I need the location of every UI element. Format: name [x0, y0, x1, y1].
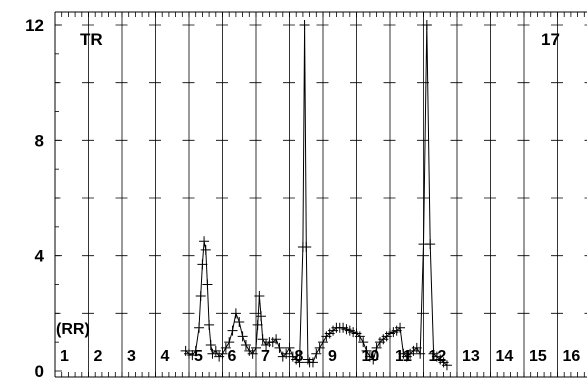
column-label: 12 — [429, 348, 447, 365]
data-point — [247, 348, 258, 359]
data-point — [254, 291, 265, 302]
data-point — [281, 348, 292, 359]
data-point — [299, 20, 310, 30]
data-point — [256, 311, 267, 322]
horizontal-gridlines — [55, 24, 587, 314]
column-label: 14 — [496, 348, 514, 365]
data-point — [204, 319, 215, 330]
plot-frame — [54, 11, 587, 378]
data-point — [284, 342, 295, 353]
data-point — [224, 337, 235, 348]
data-point — [190, 345, 201, 356]
data-point — [230, 308, 241, 319]
column-label: 5 — [194, 348, 203, 365]
column-labels: 1 2 3 4 5 6 7 8 9 10 11 12 13 14 15 16 — [60, 348, 580, 365]
column-label: 8 — [295, 348, 304, 365]
data-point — [199, 236, 210, 247]
column-label: 3 — [127, 348, 136, 365]
data-point — [220, 342, 231, 353]
data-point — [415, 348, 426, 359]
data-point — [252, 319, 263, 330]
data-point — [202, 279, 213, 290]
y-axis-tick-labels: 0 4 8 12 — [25, 16, 44, 381]
data-point — [314, 342, 325, 353]
column-label: 13 — [462, 348, 480, 365]
data-point — [205, 340, 216, 351]
data-point — [307, 357, 318, 368]
data-point — [301, 242, 312, 253]
data-point — [425, 239, 436, 250]
row-label: (RR) — [56, 321, 90, 338]
y-tick-label: 8 — [35, 131, 44, 150]
corner-label-left: TR — [80, 30, 103, 49]
data-point — [217, 348, 228, 359]
series-line — [185, 24, 448, 366]
data-point — [240, 340, 251, 351]
y-tick-label: 12 — [25, 16, 44, 35]
data-point — [197, 259, 208, 270]
column-label: 16 — [563, 348, 581, 365]
data-point — [441, 360, 452, 371]
column-label: 6 — [228, 348, 237, 365]
column-label: 10 — [362, 348, 380, 365]
data-point — [302, 354, 313, 365]
data-point — [227, 325, 238, 336]
data-point — [395, 322, 406, 333]
frame-ticks — [55, 12, 585, 377]
data-point — [210, 345, 221, 356]
data-point — [368, 354, 379, 365]
column-label: 4 — [161, 348, 170, 365]
column-label: 9 — [328, 348, 337, 365]
column-label: 1 — [60, 348, 69, 365]
corner-label-right: 17 — [541, 30, 560, 49]
data-point — [274, 342, 285, 353]
data-point — [294, 357, 305, 368]
data-point — [311, 348, 322, 359]
data-series — [180, 20, 452, 371]
data-point — [195, 291, 206, 302]
data-point — [271, 334, 282, 345]
data-point — [200, 244, 211, 255]
data-point — [411, 342, 422, 353]
vertical-gridlines — [88, 12, 558, 377]
data-point — [234, 316, 245, 327]
data-point — [354, 331, 365, 342]
y-tick-label: 0 — [35, 362, 44, 381]
data-point — [361, 345, 372, 356]
data-point — [318, 337, 328, 348]
data-point — [237, 331, 248, 342]
column-label: 2 — [94, 348, 103, 365]
column-label: 7 — [261, 348, 270, 365]
data-point — [358, 337, 369, 348]
data-point — [371, 342, 382, 353]
data-point — [194, 322, 205, 333]
data-point — [251, 342, 261, 353]
data-point — [421, 20, 432, 30]
data-point — [257, 334, 268, 345]
y-tick-label: 4 — [35, 247, 45, 266]
column-label: 11 — [395, 348, 412, 365]
column-label: 15 — [529, 348, 547, 365]
